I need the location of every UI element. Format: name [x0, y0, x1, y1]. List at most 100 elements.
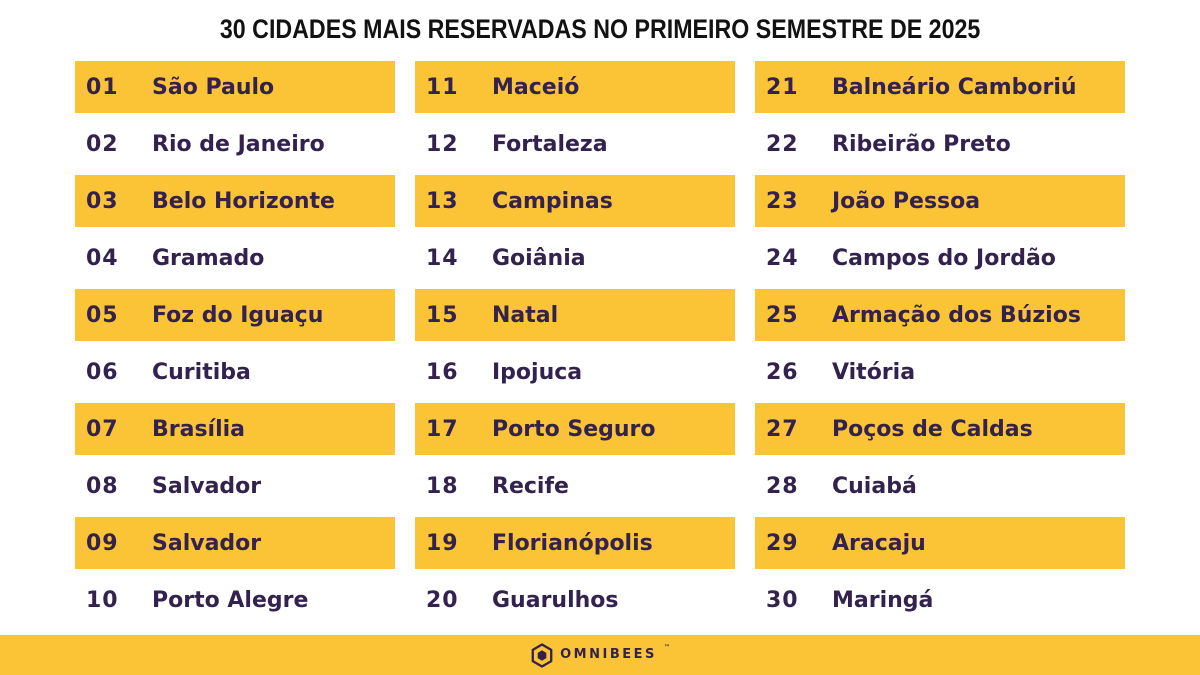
cities-grid: 01 São Paulo 02 Rio de Janeiro 03 Belo H… [75, 61, 1125, 631]
city-row: 18 Recife [415, 460, 735, 512]
city-row: 09 Salvador [75, 517, 395, 569]
city-name: Ipojuca [492, 359, 583, 385]
city-rank: 05 [86, 302, 119, 328]
city-name: João Pessoa [832, 188, 981, 214]
city-row: 19 Florianópolis [415, 517, 735, 569]
city-row: 25 Armação dos Búzios [755, 289, 1125, 341]
city-rank: 03 [86, 188, 119, 214]
city-rank: 17 [426, 416, 459, 442]
city-rank: 13 [426, 188, 459, 214]
city-name: Maringá [832, 587, 934, 613]
city-rank: 14 [426, 245, 459, 271]
city-row: 27 Poços de Caldas [755, 403, 1125, 455]
city-name: Ribeirão Preto [832, 131, 1011, 157]
city-row: 29 Aracaju [755, 517, 1125, 569]
city-row: 01 São Paulo [75, 61, 395, 113]
city-row: 20 Guarulhos [415, 574, 735, 626]
city-name: Recife [492, 473, 569, 499]
city-rank: 19 [426, 530, 459, 556]
city-rank: 29 [766, 530, 799, 556]
cities-column-2: 11 Maceió 12 Fortaleza 13 Campinas 14 Go… [415, 61, 735, 631]
city-name: Goiânia [492, 245, 586, 271]
city-rank: 06 [86, 359, 119, 385]
city-rank: 27 [766, 416, 799, 442]
city-rank: 24 [766, 245, 799, 271]
city-row: 16 Ipojuca [415, 346, 735, 398]
city-name: Porto Seguro [492, 416, 656, 442]
city-row: 11 Maceió [415, 61, 735, 113]
hexagon-icon [531, 642, 553, 668]
city-row: 12 Fortaleza [415, 118, 735, 170]
city-name: Gramado [152, 245, 265, 271]
city-row: 08 Salvador [75, 460, 395, 512]
city-name: Natal [492, 302, 559, 328]
city-name: Maceió [492, 74, 580, 100]
city-rank: 21 [766, 74, 799, 100]
city-name: Armação dos Búzios [832, 302, 1081, 328]
cities-column-1: 01 São Paulo 02 Rio de Janeiro 03 Belo H… [75, 61, 395, 631]
city-name: Salvador [152, 530, 262, 556]
city-row: 03 Belo Horizonte [75, 175, 395, 227]
city-rank: 08 [86, 473, 119, 499]
city-rank: 18 [426, 473, 459, 499]
city-name: Fortaleza [492, 131, 608, 157]
city-rank: 10 [86, 587, 119, 613]
page-title: 30 CIDADES MAIS RESERVADAS NO PRIMEIRO S… [219, 13, 981, 44]
city-row: 22 Ribeirão Preto [755, 118, 1125, 170]
city-rank: 01 [86, 74, 119, 100]
city-rank: 26 [766, 359, 799, 385]
city-rank: 12 [426, 131, 459, 157]
city-name: Foz do Iguaçu [152, 302, 324, 328]
city-rank: 07 [86, 416, 119, 442]
city-rank: 11 [426, 74, 459, 100]
city-name: Curitiba [152, 359, 251, 385]
city-name: Florianópolis [492, 530, 653, 556]
city-name: Poços de Caldas [832, 416, 1033, 442]
trademark-mark: ™ [663, 643, 670, 651]
city-row: 30 Maringá [755, 574, 1125, 626]
brand-name: OMNIBEES [560, 646, 657, 662]
city-name: Campos do Jordão [832, 245, 1056, 271]
city-name: Brasília [152, 416, 246, 442]
city-row: 15 Natal [415, 289, 735, 341]
title-bar: 30 CIDADES MAIS RESERVADAS NO PRIMEIRO S… [0, 0, 1200, 58]
city-name: Salvador [152, 473, 262, 499]
city-row: 21 Balneário Camboriú [755, 61, 1125, 113]
city-name: Guarulhos [492, 587, 619, 613]
city-row: 14 Goiânia [415, 232, 735, 284]
city-rank: 09 [86, 530, 119, 556]
city-row: 04 Gramado [75, 232, 395, 284]
city-rank: 20 [426, 587, 459, 613]
city-row: 13 Campinas [415, 175, 735, 227]
city-row: 24 Campos do Jordão [755, 232, 1125, 284]
city-name: Cuiabá [832, 473, 917, 499]
city-rank: 04 [86, 245, 119, 271]
city-rank: 15 [426, 302, 459, 328]
city-name: Campinas [492, 188, 613, 214]
city-name: Aracaju [832, 530, 926, 556]
city-name: São Paulo [152, 74, 275, 100]
city-row: 05 Foz do Iguaçu [75, 289, 395, 341]
city-name: Belo Horizonte [152, 188, 335, 214]
footer-bar: OMNIBEES ™ [0, 635, 1200, 675]
city-rank: 16 [426, 359, 459, 385]
city-row: 23 João Pessoa [755, 175, 1125, 227]
city-row: 28 Cuiabá [755, 460, 1125, 512]
city-rank: 02 [86, 131, 119, 157]
city-row: 07 Brasília [75, 403, 395, 455]
city-row: 17 Porto Seguro [415, 403, 735, 455]
city-row: 06 Curitiba [75, 346, 395, 398]
city-row: 26 Vitória [755, 346, 1125, 398]
omnibees-logo: OMNIBEES ™ [530, 642, 670, 668]
city-name: Rio de Janeiro [152, 131, 325, 157]
city-rank: 28 [766, 473, 799, 499]
cities-column-3: 21 Balneário Camboriú 22 Ribeirão Preto … [755, 61, 1125, 631]
city-rank: 23 [766, 188, 799, 214]
city-name: Vitória [832, 359, 916, 385]
city-rank: 22 [766, 131, 799, 157]
city-row: 02 Rio de Janeiro [75, 118, 395, 170]
city-rank: 30 [766, 587, 799, 613]
city-name: Porto Alegre [152, 587, 309, 613]
city-rank: 25 [766, 302, 799, 328]
city-row: 10 Porto Alegre [75, 574, 395, 626]
